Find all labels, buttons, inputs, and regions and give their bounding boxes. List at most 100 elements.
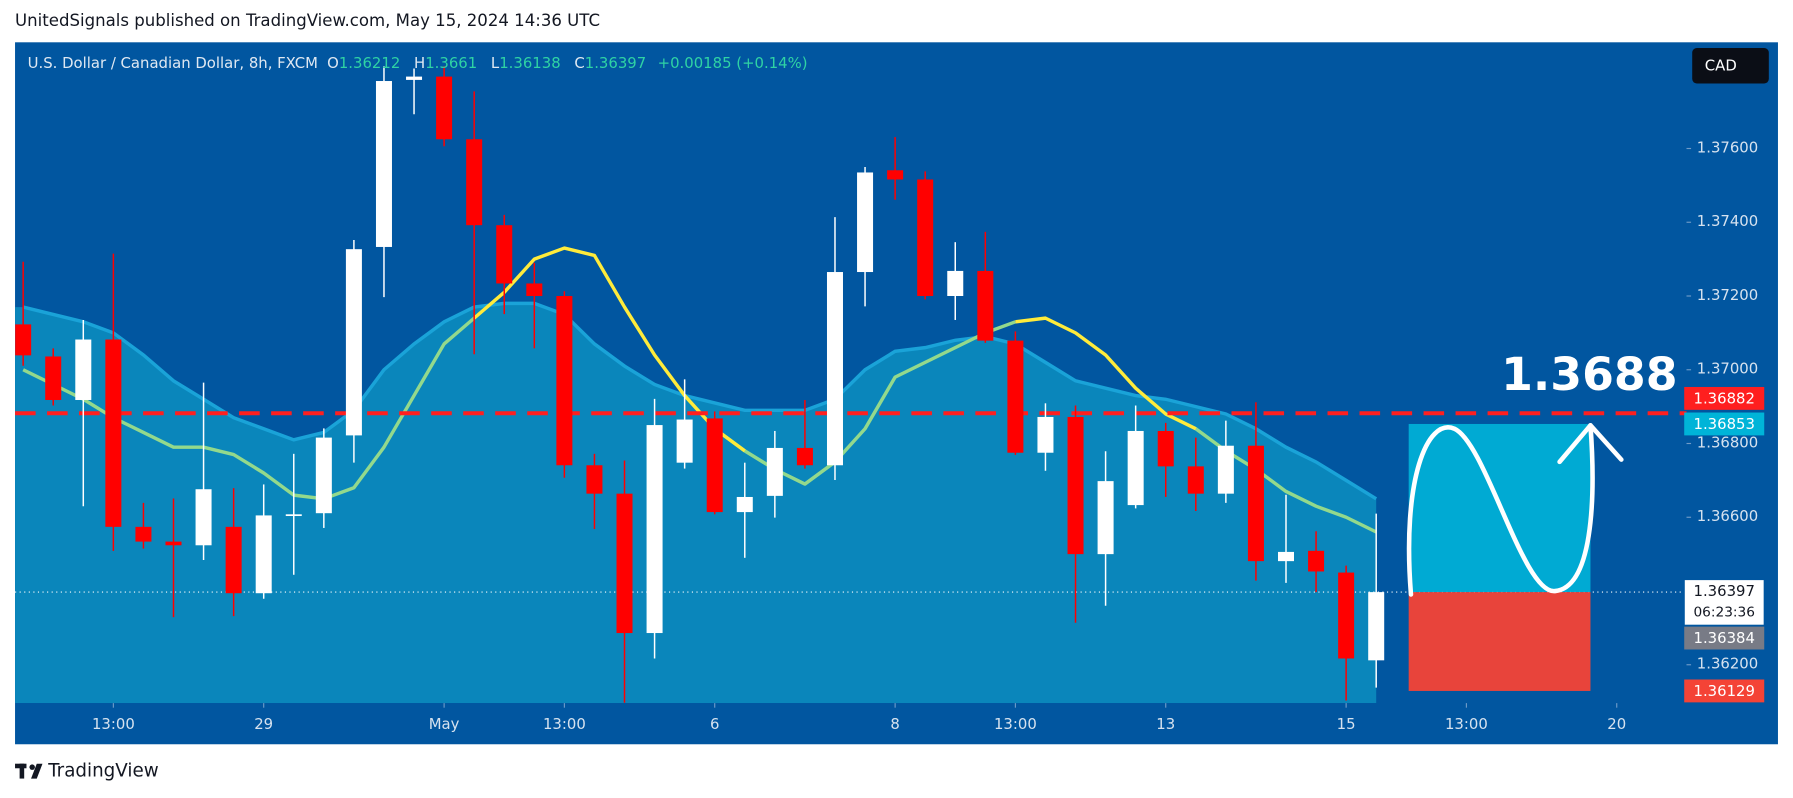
candle-body: [826, 272, 843, 466]
candle-body: [616, 493, 633, 634]
price-tag: [1683, 578, 1765, 626]
legend-key: C: [574, 54, 584, 72]
y-tick-label: 1.36200: [1697, 655, 1758, 673]
x-tick-label: 13:00: [92, 715, 135, 733]
currency-label[interactable]: CAD: [1705, 56, 1737, 74]
candle-body: [1368, 592, 1385, 661]
drawn-arrow: [1557, 423, 1624, 465]
candle-body: [1097, 481, 1114, 555]
x-tick-label: 8: [890, 715, 899, 733]
symbol: U.S. Dollar / Canadian Dollar, 8h, FXCM: [28, 54, 318, 72]
candle-body: [586, 465, 603, 494]
candle-body: [255, 515, 272, 594]
price-tag-label: 1.36397: [1693, 582, 1754, 600]
candle-body: [1067, 416, 1084, 555]
candle-body: [345, 249, 362, 436]
price-tag: [1684, 412, 1765, 436]
candle-body: [526, 283, 543, 297]
price-tag: [1684, 679, 1765, 703]
candle-body: [1277, 551, 1295, 562]
legend-value: 1.36138: [499, 54, 560, 72]
legend-key: O: [327, 54, 339, 72]
candle-body: [1157, 430, 1174, 467]
candle-body: [1187, 466, 1204, 494]
candle-body: [1217, 445, 1234, 494]
band-area: [15, 303, 1377, 704]
indicator-line: [22, 316, 1377, 534]
price-tag-label: 1.36853: [1693, 415, 1754, 433]
stop-zone: [1408, 592, 1591, 691]
band-line: [22, 301, 1378, 501]
candle-body: [466, 139, 483, 226]
logo-part: [19, 763, 25, 779]
legend-value: 1.3661: [425, 54, 477, 72]
candle-body: [796, 447, 813, 466]
candle-body: [375, 81, 392, 247]
candle-body: [977, 270, 994, 341]
legend: U.S. Dollar / Canadian Dollar, 8h, FXCM O…: [28, 54, 808, 72]
y-tick-label: 1.36800: [1697, 434, 1758, 452]
candle-body: [917, 179, 934, 297]
x-tick-label: May: [429, 715, 460, 733]
candle-body: [1338, 572, 1355, 659]
y-tick-label: 1.36600: [1697, 507, 1758, 525]
y-tick-label: 1.37000: [1697, 360, 1758, 378]
candle-body: [1308, 550, 1325, 572]
y-tick-label: 1.37600: [1697, 139, 1758, 157]
drawn-curve: [1406, 423, 1595, 597]
x-tick-label: 15: [1337, 715, 1356, 733]
currency-button[interactable]: [1692, 48, 1769, 84]
candle-body: [165, 541, 182, 546]
candle-body: [45, 356, 62, 400]
candle-body: [887, 170, 904, 180]
x-tick-label: 13: [1156, 715, 1175, 733]
candle-body: [556, 296, 573, 466]
price-tag: [1684, 386, 1765, 410]
x-tick-label: 13:00: [1445, 715, 1488, 733]
candle-body: [1247, 445, 1264, 562]
candle-body: [436, 76, 453, 140]
candle-body: [646, 425, 663, 634]
candle-body: [135, 526, 152, 542]
x-tick-label: 29: [254, 715, 273, 733]
x-tick-label: 6: [710, 715, 719, 733]
legend-change: +0.00185 (+0.14%): [658, 54, 808, 72]
x-tick-label: 13:00: [994, 715, 1037, 733]
candle-body: [15, 324, 32, 356]
overlay: 1.36200 1.36600 1.36800 1.37000 1.37200 1.374…: [92, 139, 1765, 733]
brand-logo: [15, 763, 43, 779]
price-tag-label: 1.36882: [1693, 390, 1754, 408]
x-tick-label: 13:00: [543, 715, 586, 733]
candle-body: [315, 437, 332, 514]
candle-body: [706, 418, 723, 513]
x-tick-label: 20: [1607, 715, 1626, 733]
candle-body: [496, 225, 513, 284]
candle-body: [285, 514, 302, 517]
plot-area: [15, 66, 1687, 704]
price-tag: [1684, 626, 1765, 650]
candle-body: [1037, 416, 1054, 453]
annotation: 1.3688: [1501, 348, 1677, 401]
candle-body: [406, 76, 423, 80]
candle-body: [676, 419, 693, 463]
legend-value: 1.36212: [339, 54, 400, 72]
candle-body: [195, 489, 212, 546]
legend-key: H: [414, 54, 425, 72]
price-tag-label: 1.36129: [1693, 682, 1754, 700]
candle-body: [75, 339, 92, 400]
y-tick-label: 1.37400: [1697, 212, 1758, 230]
candle-body: [1127, 430, 1144, 506]
legend-value: 1.36397: [585, 54, 646, 72]
legend-key: L: [491, 54, 500, 72]
candle-body: [857, 172, 874, 273]
logo-part: [31, 763, 43, 779]
candle-body: [1007, 340, 1024, 453]
candle-body: [225, 526, 242, 594]
logo-part: [29, 764, 35, 770]
countdown: 06:23:36: [1693, 605, 1755, 621]
brand-name: TradingView: [47, 761, 159, 782]
candle-body: [947, 270, 964, 297]
y-tick-label: 1.37200: [1697, 286, 1758, 304]
